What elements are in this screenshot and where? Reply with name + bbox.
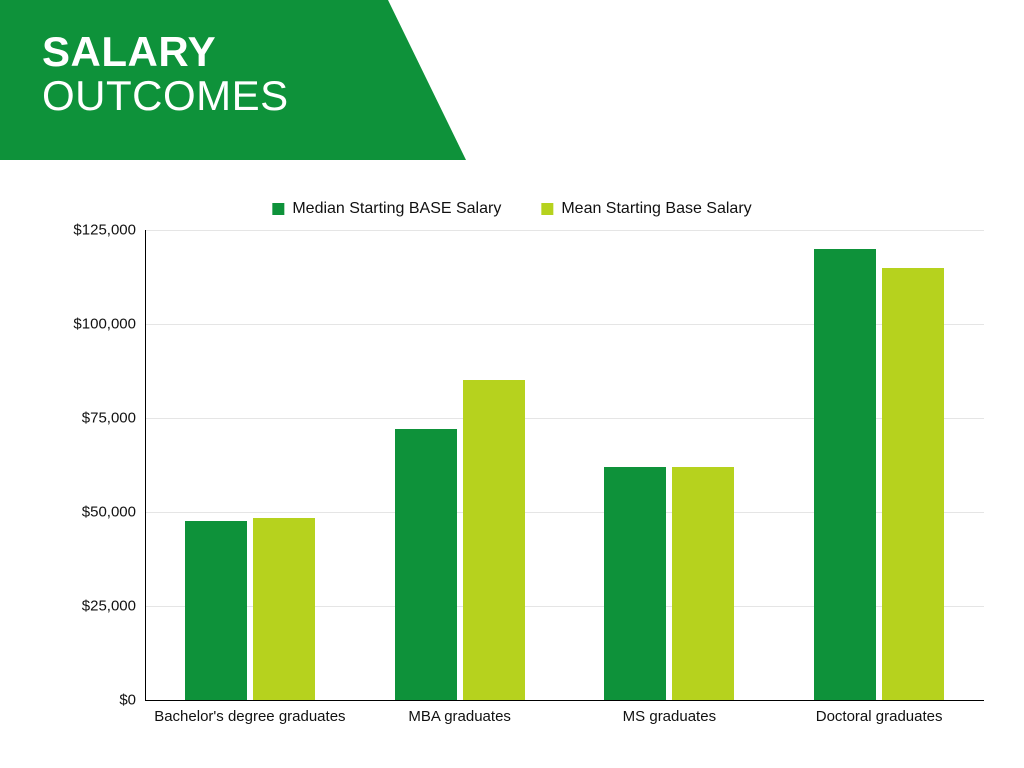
y-axis-label: $100,000: [56, 316, 136, 333]
y-axis-label: $0: [56, 692, 136, 709]
bar-mean: [882, 268, 944, 700]
bar-median: [395, 429, 457, 700]
x-axis-label: MS graduates: [623, 708, 716, 725]
x-axis-label: MBA graduates: [408, 708, 511, 725]
y-axis-label: $50,000: [56, 504, 136, 521]
y-axis-label: $25,000: [56, 598, 136, 615]
x-axis: [145, 700, 984, 701]
bar-median: [185, 521, 247, 700]
x-axis-label: Doctoral graduates: [816, 708, 943, 725]
y-axis-label: $75,000: [56, 410, 136, 427]
chart-legend: Median Starting BASE Salary Mean Startin…: [272, 200, 751, 218]
header-line1: SALARY: [42, 30, 289, 74]
bar-mean: [672, 467, 734, 700]
bar-median: [604, 467, 666, 700]
y-axis-label: $125,000: [56, 222, 136, 239]
gridline: [145, 230, 984, 231]
legend-item-mean: Mean Starting Base Salary: [541, 200, 751, 218]
legend-label-mean: Mean Starting Base Salary: [561, 200, 751, 218]
salary-chart: $0$25,000$50,000$75,000$100,000$125,000B…: [85, 230, 984, 730]
legend-item-median: Median Starting BASE Salary: [272, 200, 501, 218]
bar-mean: [463, 380, 525, 700]
header-line2: OUTCOMES: [42, 74, 289, 118]
bar-median: [814, 249, 876, 700]
header-title: SALARY OUTCOMES: [42, 30, 289, 118]
chart-plot: $0$25,000$50,000$75,000$100,000$125,000B…: [145, 230, 984, 700]
bar-mean: [253, 518, 315, 700]
x-axis-label: Bachelor's degree graduates: [154, 708, 345, 725]
legend-label-median: Median Starting BASE Salary: [292, 200, 501, 218]
y-axis: [145, 230, 146, 700]
legend-swatch-mean: [541, 203, 553, 215]
legend-swatch-median: [272, 203, 284, 215]
